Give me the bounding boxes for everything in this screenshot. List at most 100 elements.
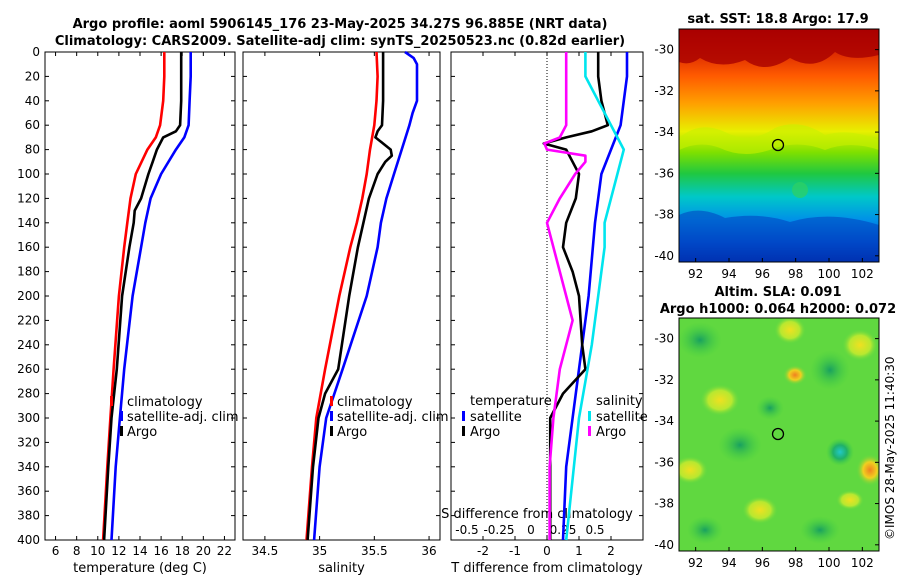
x-tick-label: 35.5 [361, 544, 388, 558]
x-tick-label: 0 [543, 544, 551, 558]
y-tick-label: 140 [17, 216, 40, 230]
legend-label-satellite-adj: satellite-adj. clim [337, 410, 449, 425]
x-tick-label: 14 [132, 544, 147, 558]
legend-swatch-climatology [110, 396, 113, 406]
series-line-climatology [305, 51, 379, 541]
series-line-t-argo [542, 52, 610, 540]
y-tick-label: 240 [17, 338, 40, 352]
salinity-legend: climatology satellite-adj. clim Argo [330, 395, 449, 440]
map-x-tick-label: 102 [851, 556, 874, 570]
legend-swatch-t-argo [462, 426, 465, 436]
x-tick-label: 20 [196, 544, 211, 558]
y-tick-label: 160 [17, 240, 40, 254]
sst-map-title: sat. SST: 18.8 Argo: 17.9 [687, 12, 868, 27]
legend-swatch-s-satellite [588, 411, 591, 421]
legend-label-s-argo: Argo [596, 425, 626, 440]
legend-swatch-satellite-adj [120, 411, 123, 421]
legend-label-s-satellite: satellite [596, 410, 648, 425]
x-tick-label: 35 [312, 544, 327, 558]
y-tick-label: 340 [17, 460, 40, 474]
map-x-tick-label: 94 [721, 267, 736, 281]
y-tick-label: 360 [17, 484, 40, 498]
series-line-satellite-adj-clim [312, 50, 419, 541]
title-line-2: Climatology: CARS2009. Satellite-adj cli… [55, 34, 625, 49]
y-tick-label: 300 [17, 411, 40, 425]
series-line-s-argo [543, 52, 587, 540]
s-tick-label: -0.5 [455, 523, 478, 537]
map-y-tick-label: -40 [654, 249, 674, 263]
y-tick-label: 20 [25, 69, 40, 83]
title-line-1: Argo profile: aoml 5906145_176 23-May-20… [73, 17, 608, 32]
y-tick-label: 220 [17, 313, 40, 327]
legend-label-argo: Argo [127, 425, 157, 440]
difference-legend: temperature satellite Argo salinity sate… [462, 394, 648, 440]
x-tick-label: 6 [52, 544, 60, 558]
x-tick-label: -2 [477, 544, 489, 558]
map-y-tick-label: -30 [654, 43, 674, 57]
map-x-tick-label: 102 [851, 267, 874, 281]
s-tick-label: 0.5 [585, 523, 604, 537]
x-tick-label: 12 [111, 544, 126, 558]
legend-label-t-satellite: satellite [470, 410, 522, 425]
x-tick-label: 16 [153, 544, 168, 558]
map-x-tick-label: 96 [755, 267, 770, 281]
s-tick-label: -0.25 [483, 523, 514, 537]
map-y-tick-label: -40 [654, 538, 674, 552]
sla-map-title-1: Altim. SLA: 0.091 [715, 285, 842, 300]
legend-title-salinity: salinity [596, 394, 643, 409]
sst-map-image [679, 29, 879, 262]
legend-swatch-t-satellite [462, 411, 465, 421]
y-tick-label: 40 [25, 94, 40, 108]
sla-map-image [679, 318, 879, 551]
series-line-s-satellite [564, 52, 626, 541]
legend-swatch-argo [330, 426, 333, 436]
x-axis-label-top: S difference from climatology [441, 507, 633, 522]
y-tick-label: 400 [17, 533, 40, 547]
s-tick-label: 0 [527, 523, 535, 537]
x-axis-label: temperature (deg C) [73, 561, 207, 576]
map-y-tick-label: -38 [654, 208, 674, 222]
x-tick-label: 34.5 [252, 544, 279, 558]
map-y-tick-label: -32 [654, 84, 674, 98]
x-tick-label: 36 [421, 544, 436, 558]
map-y-tick-label: -30 [654, 332, 674, 346]
y-tick-label: 60 [25, 118, 40, 132]
x-tick-label: -1 [509, 544, 521, 558]
map-x-tick-label: 92 [688, 556, 703, 570]
legend-label-t-argo: Argo [470, 425, 500, 440]
map-x-tick-label: 96 [755, 556, 770, 570]
y-tick-label: 200 [17, 289, 40, 303]
y-tick-label: 180 [17, 265, 40, 279]
legend-title-temperature: temperature [470, 394, 552, 409]
legend-swatch-argo [120, 426, 123, 436]
map-y-tick-label: -34 [654, 414, 674, 428]
map-x-tick-label: 98 [788, 267, 803, 281]
legend-swatch-climatology [330, 396, 333, 406]
legend-swatch-satellite-adj [330, 411, 333, 421]
y-tick-label: 280 [17, 387, 40, 401]
x-tick-label: 22 [217, 544, 232, 558]
map-y-tick-label: -32 [654, 373, 674, 387]
x-tick-label: 2 [607, 544, 615, 558]
imos-timestamp-label: ©IMOS 28-May-2025 11:40:30 [883, 356, 897, 540]
salinity-profile-panel: 34.5 35 35.5 36 salinity [242, 50, 441, 576]
legend-label-climatology: climatology [337, 395, 413, 410]
legend-label-satellite-adj: satellite-adj. clim [127, 410, 239, 425]
map-y-tick-label: -38 [654, 497, 674, 511]
x-axis-label: T difference from climatology [450, 561, 643, 576]
sst-map-axes: 92 94 96 98 100 102 -30 -32 -34 -36 -38 -40 [654, 43, 879, 281]
y-tick-label: 100 [17, 167, 40, 181]
y-tick-label: 120 [17, 191, 40, 205]
map-x-tick-label: 100 [818, 267, 841, 281]
plot-frame [44, 51, 236, 541]
y-tick-label: 260 [17, 362, 40, 376]
x-tick-label: 18 [175, 544, 190, 558]
legend-label-climatology: climatology [127, 395, 203, 410]
x-tick-label: 10 [90, 544, 105, 558]
map-x-tick-label: 98 [788, 556, 803, 570]
map-y-tick-label: -36 [654, 455, 674, 469]
map-x-tick-label: 100 [818, 556, 841, 570]
sla-map-title-2: Argo h1000: 0.064 h2000: 0.072 [660, 302, 896, 317]
x-tick-label: 8 [73, 544, 81, 558]
